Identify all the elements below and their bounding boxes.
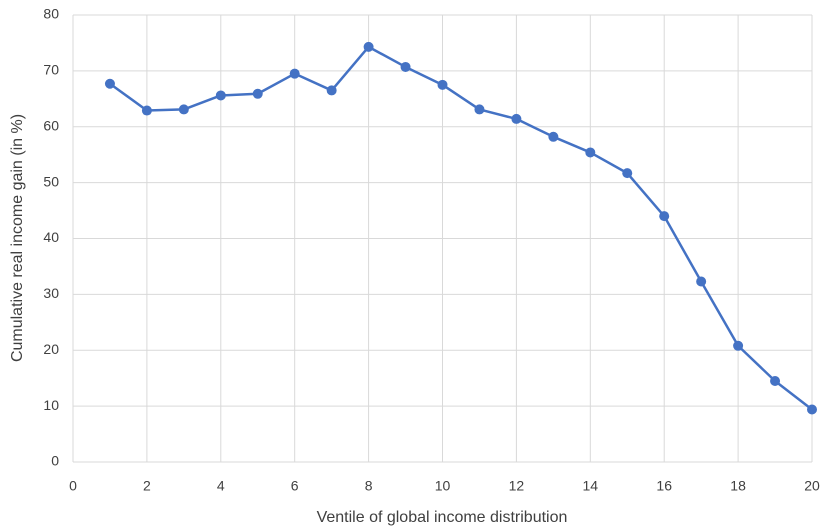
data-point <box>400 61 411 72</box>
y-tick-label: 60 <box>43 117 59 133</box>
data-point <box>437 79 448 90</box>
data-point <box>770 375 781 386</box>
y-tick-label: 10 <box>43 397 59 413</box>
data-point <box>622 168 633 179</box>
data-point <box>696 276 707 287</box>
y-tick-label: 0 <box>51 453 59 469</box>
data-point <box>733 340 744 351</box>
x-tick-label: 14 <box>583 478 599 494</box>
y-tick-label: 80 <box>43 6 59 22</box>
y-tick-label: 20 <box>43 341 59 357</box>
data-point <box>215 90 226 101</box>
x-tick-label: 18 <box>730 478 746 494</box>
data-point <box>141 105 152 116</box>
x-tick-label: 10 <box>435 478 451 494</box>
x-axis-label: Ventile of global income distribution <box>317 509 568 526</box>
data-point <box>548 131 559 142</box>
y-tick-label: 40 <box>43 229 59 245</box>
data-point <box>585 147 596 158</box>
data-point <box>363 41 374 52</box>
x-tick-label: 8 <box>365 478 373 494</box>
data-point <box>659 211 670 222</box>
x-tick-label: 12 <box>509 478 525 494</box>
y-axis-label: Cumulative real income gain (in %) <box>9 114 26 362</box>
data-point <box>326 85 337 96</box>
x-tick-label: 4 <box>217 478 225 494</box>
data-point <box>289 68 300 79</box>
data-point <box>511 113 522 124</box>
series-line <box>109 45 813 411</box>
y-tick-label: 30 <box>43 285 59 301</box>
x-tick-label: 2 <box>143 478 151 494</box>
y-tick-label: 70 <box>43 62 59 78</box>
y-tick-label: 50 <box>43 173 59 189</box>
x-tick-label: 6 <box>291 478 299 494</box>
data-point <box>104 78 115 89</box>
x-tick-label: 0 <box>69 478 77 494</box>
data-point <box>252 88 263 99</box>
x-tick-label: 16 <box>656 478 672 494</box>
data-point <box>807 404 817 415</box>
x-tick-label: 20 <box>804 478 820 494</box>
data-point <box>474 104 485 115</box>
data-point <box>178 104 189 115</box>
